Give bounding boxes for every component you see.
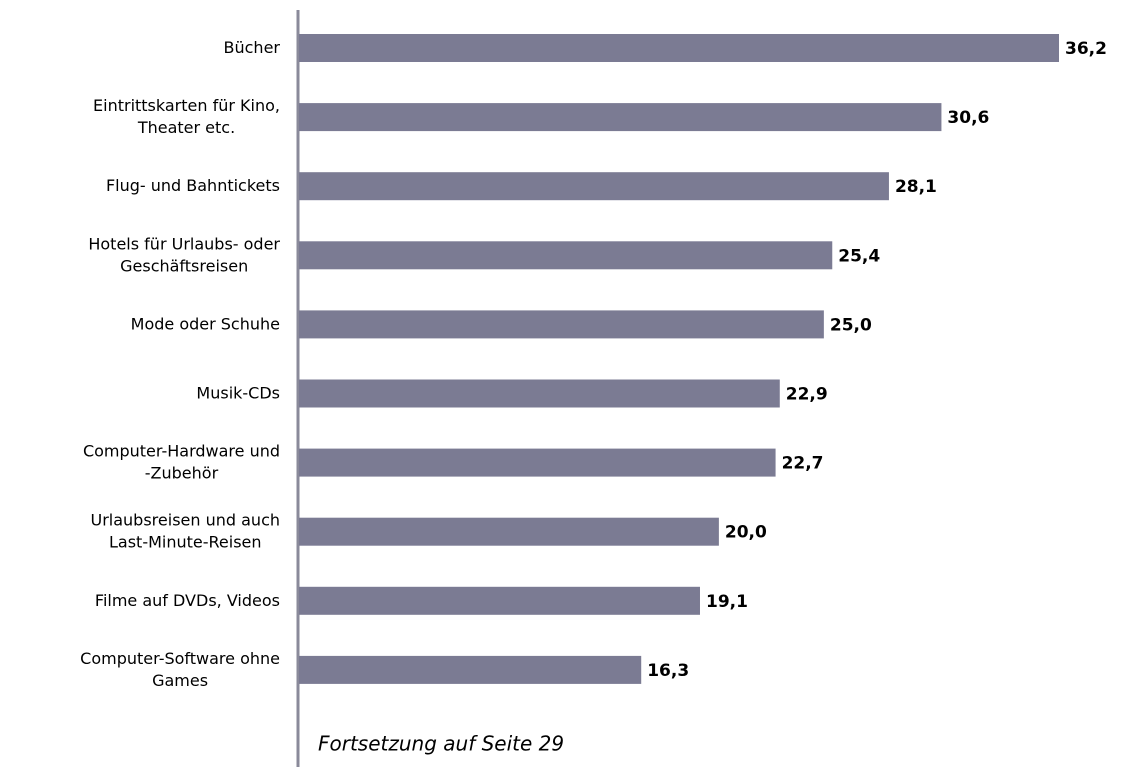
value-label: 22,7 <box>782 454 824 474</box>
category-label: Eintrittskarten für Kino, Theater etc. <box>93 96 280 137</box>
bar <box>299 655 642 684</box>
value-label: 20,0 <box>725 523 767 543</box>
category-label: Urlaubsreisen und auch Last-Minute-Reisen <box>91 510 281 551</box>
value-label: 36,2 <box>1065 39 1107 59</box>
value-label: 25,0 <box>830 315 872 335</box>
bar <box>299 517 719 546</box>
bar <box>299 103 942 132</box>
category-label: Mode oder Schuhe <box>131 314 280 333</box>
value-label: 25,4 <box>838 246 880 266</box>
category-label: Hotels für Urlaubs- oder Geschäftsreisen <box>88 234 280 275</box>
bar <box>299 586 700 615</box>
category-label: Bücher <box>224 38 281 57</box>
category-label: Flug- und Bahntickets <box>106 176 280 195</box>
bar <box>299 448 776 477</box>
category-label: Computer-Hardware und -Zubehör <box>83 441 280 482</box>
value-label: 28,1 <box>895 177 937 197</box>
value-label: 30,6 <box>947 108 989 128</box>
value-label: 19,1 <box>706 592 748 612</box>
bar <box>299 172 889 201</box>
category-label: Computer-Software ohne Games <box>80 648 280 689</box>
category-label: Filme auf DVDs, Videos <box>95 590 280 609</box>
bar <box>299 310 824 339</box>
bar <box>299 241 833 270</box>
bar <box>299 379 780 408</box>
bar <box>299 34 1059 62</box>
annotation: Fortsetzung auf Seite 29 <box>318 732 564 756</box>
value-label: 22,9 <box>786 385 828 405</box>
value-label: 16,3 <box>647 661 689 681</box>
category-label: Musik-CDs <box>196 383 280 402</box>
